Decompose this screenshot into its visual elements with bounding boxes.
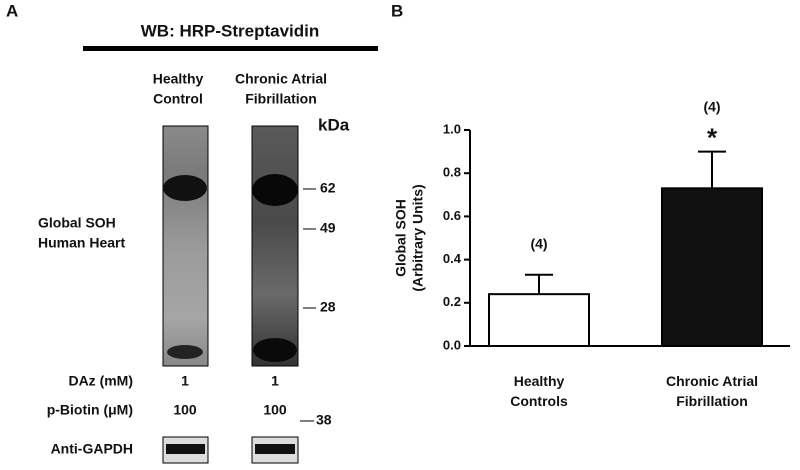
row-value: 100	[263, 402, 287, 418]
side-label: Human Heart	[38, 235, 125, 251]
y-tick-label: 1.0	[443, 121, 461, 136]
blot-lane	[251, 125, 299, 367]
band	[255, 444, 295, 454]
title-bar	[83, 46, 378, 51]
side-label: Global SOH	[38, 215, 116, 231]
error-bar	[698, 150, 726, 189]
marker-label: 28	[320, 299, 336, 315]
n-label: (4)	[703, 98, 720, 114]
x-tick-label: Healthy Controls	[510, 373, 568, 409]
y-axis-label: (Arbitrary Units)	[410, 184, 426, 291]
x-tick-label: Chronic Atrial Fibrillation	[666, 373, 758, 409]
bar	[488, 293, 590, 348]
band	[163, 175, 207, 201]
band	[167, 345, 203, 359]
band	[252, 174, 298, 206]
lane-label: Healthy	[153, 71, 204, 87]
lane-label: Control	[153, 91, 203, 107]
significance-label: *	[707, 122, 718, 152]
marker-label: 49	[320, 220, 336, 236]
row-value: 1	[271, 373, 279, 389]
panel-label: B	[391, 1, 403, 20]
y-tick-label: 0.8	[443, 165, 461, 180]
y-tick-label: 0.0	[443, 337, 461, 352]
y-tick-label: 0.4	[443, 251, 462, 266]
marker-label: 38	[316, 412, 332, 428]
lane-label: Fibrillation	[245, 91, 317, 107]
band	[166, 444, 205, 454]
bar	[661, 187, 763, 347]
row-label: Anti-GAPDH	[51, 441, 133, 457]
band	[253, 338, 297, 362]
panel-label: A	[6, 1, 18, 20]
blot-title: WB: HRP-Streptavidin	[141, 21, 320, 40]
marker-label: 62	[320, 180, 336, 196]
lane-label: Chronic Atrial	[235, 71, 327, 87]
row-value: 1	[181, 373, 189, 389]
y-tick-label: 0.6	[443, 208, 461, 223]
y-axis-label: Global SOH	[393, 199, 409, 277]
unit-label: kDa	[318, 115, 350, 134]
blot-lane	[162, 125, 209, 367]
row-label: p-Biotin (μM)	[47, 402, 133, 418]
error-bar	[525, 273, 553, 295]
panel-a: A WB: HRP-Streptavidin Healthy Control C…	[6, 1, 378, 464]
y-tick-label: 0.2	[443, 294, 461, 309]
n-label: (4)	[530, 235, 547, 251]
row-value: 100	[173, 402, 197, 418]
row-label: DAz (mM)	[68, 373, 133, 389]
